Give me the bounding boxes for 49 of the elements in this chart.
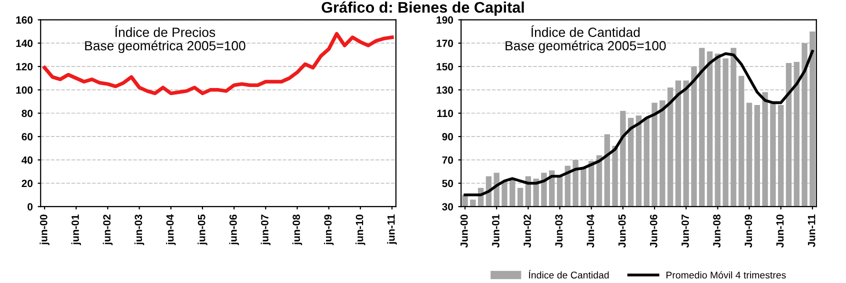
y-tick-label: 100 [16, 86, 33, 94]
x-tick-label: Jun-01 [492, 214, 500, 248]
y-tick-label: 40 [22, 156, 33, 164]
y-tick-label: 20 [22, 180, 33, 188]
y-tick-label: 140 [16, 40, 33, 48]
y-tick-label: 90 [442, 133, 454, 140]
y-tick-label: 170 [436, 40, 454, 48]
y-tick-label: 80 [22, 110, 33, 118]
x-tick-label: jun-01 [71, 214, 81, 246]
x-tick-label: Jun-09 [744, 214, 752, 248]
x-tick-label: jun-08 [292, 214, 302, 246]
x-tick-label: Jun-07 [682, 214, 689, 248]
y-tick-label: 150 [436, 63, 454, 70]
x-tick-label: jun-04 [166, 214, 176, 246]
annotation: Índice de Precios [115, 25, 216, 37]
y-tick-label: 70 [442, 156, 454, 164]
x-tick-label: Jun-11 [808, 214, 816, 248]
y-tick-label: 110 [437, 110, 454, 118]
x-tick-label: Jun-00 [460, 214, 468, 248]
annotation: Base geométrica 2005=100 [85, 40, 246, 54]
x-tick-label: Jun-06 [650, 214, 658, 248]
x-tick-label: Jun-05 [618, 214, 626, 248]
x-tick-label: jun-05 [198, 214, 208, 246]
y-tick-label: 50 [442, 180, 454, 188]
x-tick-label: jun-10 [356, 214, 366, 246]
legend-label: Índice de Cantidad [528, 270, 609, 279]
y-tick-label: 60 [22, 133, 33, 140]
x-tick-label: jun-03 [134, 214, 144, 246]
y-tick-label: 120 [16, 63, 33, 70]
x-tick-label: jun-00 [40, 214, 50, 246]
x-tick-label: Jun-03 [555, 214, 563, 248]
y-tick-label: 160 [16, 16, 33, 24]
chart-title: Gráfico d: Bienes de Capital [322, 1, 524, 16]
x-tick-label: Jun-10 [776, 214, 784, 248]
y-tick-label: 190 [436, 16, 454, 24]
x-tick-label: Jun-04 [586, 214, 594, 248]
annotation: Base geométrica 2005=100 [506, 40, 666, 54]
x-tick-label: jun-07 [260, 214, 270, 246]
y-tick-label: 130 [436, 86, 454, 94]
x-tick-label: Jun-08 [713, 214, 720, 248]
x-tick-label: jun-06 [229, 214, 239, 246]
x-tick-label: jun-02 [102, 214, 113, 246]
x-tick-label: jun-09 [324, 214, 334, 246]
y-tick-label: 30 [442, 203, 454, 210]
legend-label: Promedio Móvil 4 trimestres [666, 271, 786, 279]
x-tick-label: jun-11 [387, 214, 397, 244]
y-tick-label: 0 [28, 203, 33, 210]
annotation: Índice de Cantidad [531, 25, 640, 37]
x-tick-label: Jun-02 [524, 214, 531, 248]
